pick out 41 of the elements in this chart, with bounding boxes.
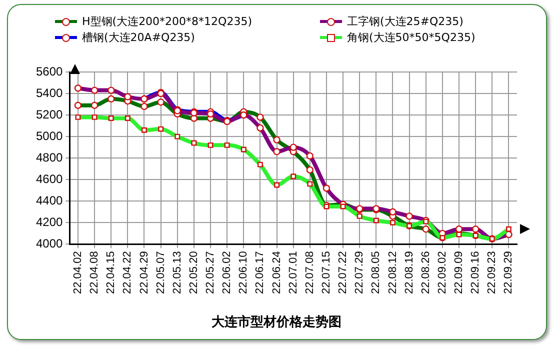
x-tick-label: 22.04.02 <box>72 251 84 294</box>
x-tick-label: 22.07.15 <box>320 251 333 294</box>
y-tick-label: 4800 <box>36 150 64 164</box>
x-tick-label: 22.04.08 <box>88 251 101 294</box>
x-tick-label: 22.06.24 <box>270 251 283 294</box>
y-tick-label: 5600 <box>36 64 64 78</box>
x-tick-label: 22.05.27 <box>204 251 217 294</box>
x-tick-label: 22.09.09 <box>453 251 466 294</box>
x-tick-label: 22.05.07 <box>154 251 167 294</box>
x-tick-label: 22.06.17 <box>254 251 266 294</box>
x-tick-label: 22.04.15 <box>105 251 118 294</box>
x-tick-label: 22.04.29 <box>138 251 150 294</box>
x-tick-label: 22.07.01 <box>287 251 300 294</box>
y-tick-label: 4000 <box>36 236 64 250</box>
x-tick-label: 22.08.12 <box>386 251 399 294</box>
x-tick-label: 22.08.05 <box>370 251 382 294</box>
y-tick-label: 5000 <box>36 128 64 143</box>
x-tick-label: 22.04.22 <box>122 251 134 294</box>
legend-label: 槽钢(大连20A#Q235) <box>82 30 195 45</box>
x-tick-label: 22.07.22 <box>337 251 350 294</box>
x-tick-label: 22.08.26 <box>420 251 432 294</box>
x-tick-label: 22.05.20 <box>188 251 200 294</box>
x-tick-label: 22.06.02 <box>221 251 234 294</box>
x-tick-label: 22.07.08 <box>304 251 316 294</box>
y-tick-label: 4400 <box>36 193 64 208</box>
y-tick-label: 4600 <box>36 172 64 186</box>
x-tick-label: 22.08.19 <box>403 251 416 294</box>
y-tick-label: 5200 <box>36 107 64 122</box>
x-tick-label: 22.06.10 <box>238 251 250 294</box>
y-tick-label: 4200 <box>36 214 64 229</box>
x-tick-label: 22.09.29 <box>502 251 515 294</box>
legend-label: H型钢(大连200*200*8*12Q235) <box>82 14 252 29</box>
x-tick-label: 22.09.02 <box>436 251 448 294</box>
legend-label: 工字钢(大连25#Q235) <box>347 14 464 29</box>
x-tick-label: 22.05.13 <box>171 251 184 294</box>
x-tick-label: 22.09.16 <box>470 251 482 294</box>
text: 大连市型材价格走势图 <box>210 314 342 331</box>
x-tick-label: 22.09.23 <box>486 251 498 294</box>
x-tick-label: 22.07.29 <box>354 251 366 294</box>
y-tick-label: 5400 <box>36 86 64 100</box>
legend-label: 角钢(大连50*50*5Q235) <box>347 30 476 45</box>
